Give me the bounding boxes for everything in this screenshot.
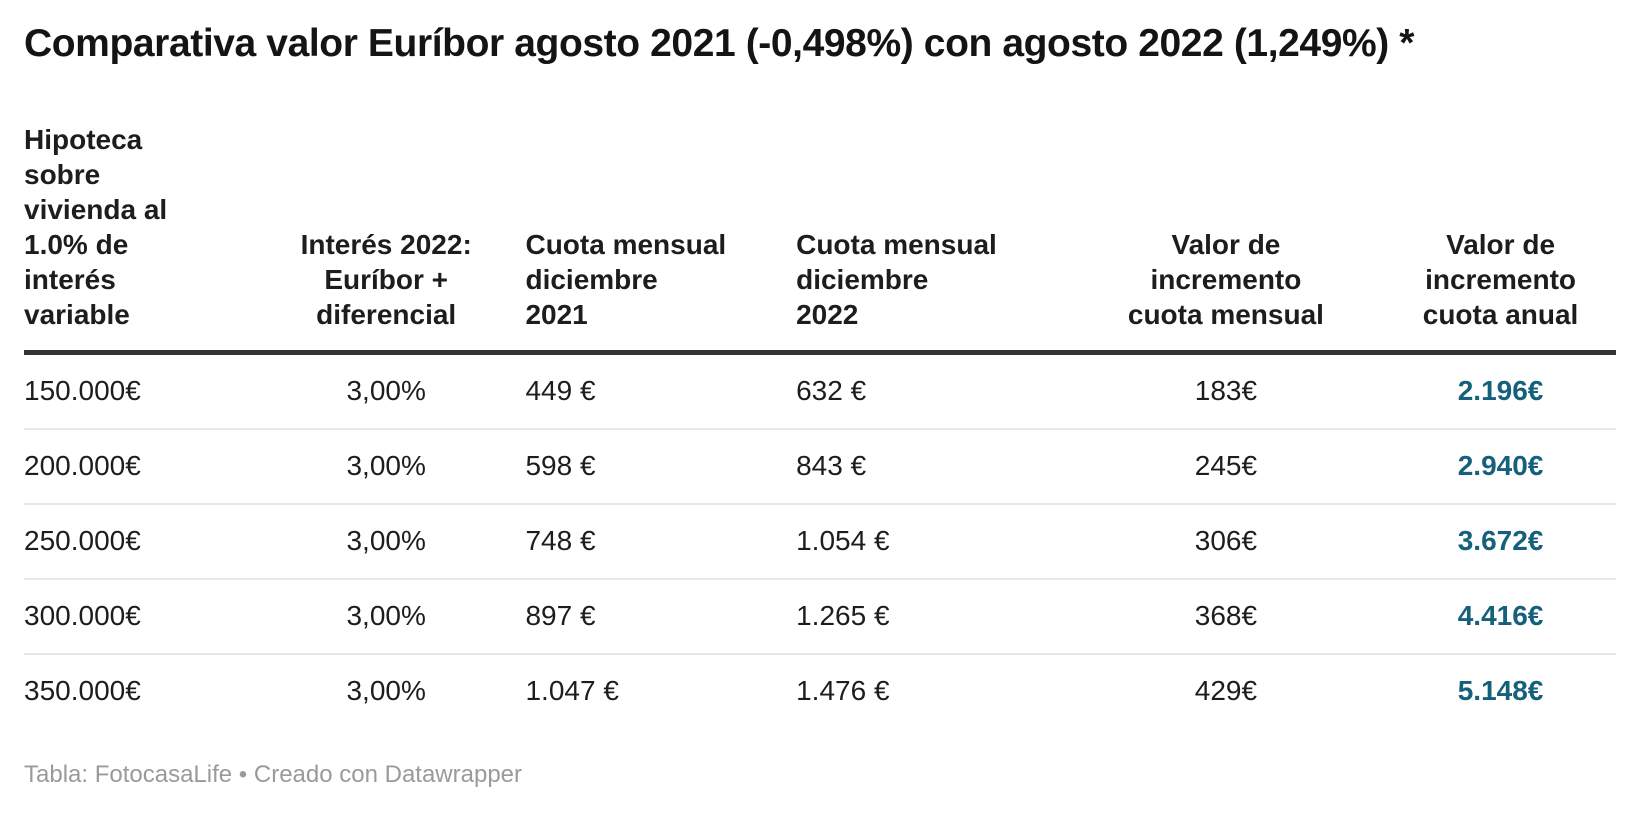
cell-cuota-2022: 1.476 € <box>796 653 1067 728</box>
cell-hipoteca: 250.000€ <box>24 503 247 579</box>
cell-incremento-anual: 3.672€ <box>1385 503 1616 579</box>
cell-cuota-2021: 1.047 € <box>525 653 797 728</box>
cell-incremento-mensual: 183€ <box>1194 375 1258 406</box>
attribution-text: Tabla: FotocasaLife • Creado con Datawra… <box>24 761 523 788</box>
cell-cuota-2022: 1.054 € <box>796 503 1067 579</box>
table-header-row: Hipoteca sobre vivienda al 1.0% de inter… <box>24 122 1616 355</box>
cell-interes: 3,00% <box>246 578 526 654</box>
cell-cuota-2022: 1.265 € <box>796 578 1067 654</box>
cell-incremento-anual: 5.148€ <box>1385 653 1616 728</box>
table-row: 150.000€ 3,00% 449 € 632 € 183€ 2.196€ <box>24 353 1616 430</box>
cell-cuota-2021: 897 € <box>525 578 797 654</box>
cell-interes: 3,00% <box>246 428 526 504</box>
cell-incremento-mensual: 306€ <box>1066 503 1386 579</box>
cell-cuota-2022: 632 € <box>796 375 867 406</box>
table-row: 300.000€ 3,00% 897 € 1.265 € 368€ 4.416€ <box>24 578 1616 654</box>
cell-cuota-2021: 748 € <box>525 503 797 579</box>
attribution-line: Tabla: FotocasaLife • Creado con Datawra… <box>24 760 1616 790</box>
cell-interes: 3,00% <box>246 653 526 728</box>
cell-hipoteca: 300.000€ <box>24 578 247 654</box>
cell-interes: 3,00% <box>246 503 526 579</box>
cell-incremento-mensual: 429€ <box>1066 653 1386 728</box>
cell-incremento-mensual: 245€ <box>1066 428 1386 504</box>
table-row: 250.000€ 3,00% 748 € 1.054 € 306€ 3.672€ <box>24 503 1616 579</box>
cell-interes: 3,00% <box>346 375 426 406</box>
column-header-hipoteca: Hipoteca sobre vivienda al 1.0% de inter… <box>24 122 247 355</box>
cell-incremento-anual: 4.416€ <box>1385 578 1616 654</box>
column-header-incremento-mensual: Valor de incremento cuota mensual <box>1066 122 1386 355</box>
column-header-cuota-2021: Cuota mensual diciembre 2021 <box>525 122 797 355</box>
column-header-incremento-anual: Valor de incremento cuota anual <box>1385 122 1616 355</box>
cell-hipoteca: 150.000€ <box>24 375 141 406</box>
cell-incremento-mensual: 368€ <box>1066 578 1386 654</box>
table-row: 350.000€ 3,00% 1.047 € 1.476 € 429€ 5.14… <box>24 653 1616 728</box>
cell-cuota-2021: 449 € <box>525 375 596 406</box>
chart-title: Comparativa valor Euríbor agosto 2021 (-… <box>24 22 1415 65</box>
cell-cuota-2021: 598 € <box>525 428 797 504</box>
cell-hipoteca: 200.000€ <box>24 428 247 504</box>
cell-incremento-anual: 2.196€ <box>1457 375 1544 406</box>
cell-cuota-2022: 843 € <box>796 428 1067 504</box>
cell-hipoteca: 350.000€ <box>24 653 247 728</box>
cell-incremento-anual: 2.940€ <box>1385 428 1616 504</box>
column-header-interes-2022: Interés 2022: Euríbor + diferencial <box>246 122 526 355</box>
column-header-cuota-2022: Cuota mensual diciembre 2022 <box>796 122 1067 355</box>
table-row: 200.000€ 3,00% 598 € 843 € 245€ 2.940€ <box>24 428 1616 504</box>
data-table: Hipoteca sobre vivienda al 1.0% de inter… <box>24 122 1616 728</box>
